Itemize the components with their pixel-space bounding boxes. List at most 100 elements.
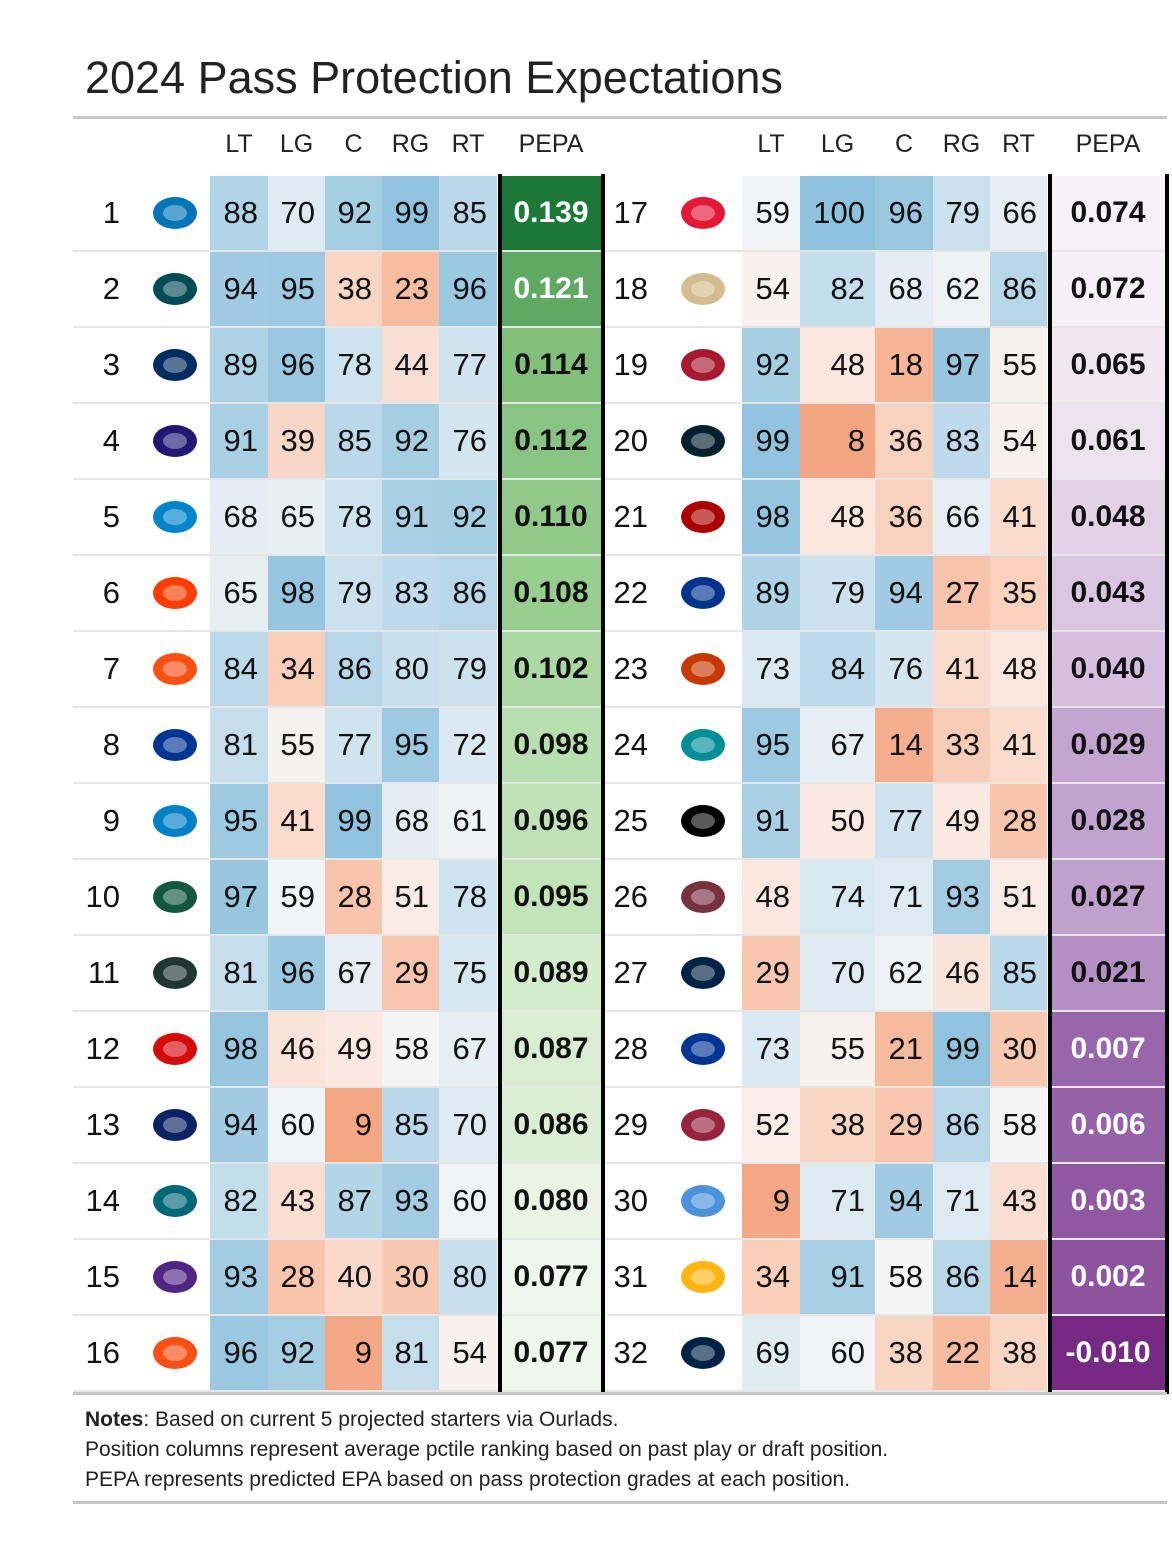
pctile-cell-lg: 48 [800, 480, 875, 554]
pctile-cell-c: 9 [325, 1316, 382, 1390]
row-separator [603, 858, 1165, 860]
pctile-cell-rg: 51 [382, 860, 439, 934]
pctile-cell-lt: 82 [210, 1164, 268, 1238]
pctile-cell-rg: 99 [933, 1012, 990, 1086]
pctile-cell-lt: 48 [742, 860, 800, 934]
row-separator [73, 326, 601, 328]
pctile-cell-c: 28 [325, 860, 382, 934]
pctile-cell-lg: 65 [268, 480, 325, 554]
row-separator [603, 478, 1165, 480]
team-logo-icon [152, 494, 198, 540]
pctile-cell-rg: 71 [933, 1164, 990, 1238]
pctile-cell-lt: 65 [210, 556, 268, 630]
rank-cell: 10 [73, 860, 140, 934]
pctile-cell-c: 94 [875, 1164, 933, 1238]
pctile-cell-lg: 98 [268, 556, 325, 630]
rank-cell: 32 [603, 1316, 668, 1390]
notes-line-3: PEPA represents predicted EPA based on p… [85, 1468, 851, 1491]
pepa-cell: 0.112 [501, 404, 601, 478]
page-title: 2024 Pass Protection Expectations [85, 52, 783, 103]
pctile-cell-c: 29 [875, 1088, 933, 1162]
pctile-cell-lt: 97 [210, 860, 268, 934]
pctile-cell-c: 18 [875, 328, 933, 402]
pepa-cell: 0.048 [1051, 480, 1165, 554]
row-separator [603, 402, 1165, 404]
row-separator [73, 706, 601, 708]
pctile-cell-rg: 22 [933, 1316, 990, 1390]
header-rg: RG [391, 130, 430, 158]
pctile-cell-rt: 54 [990, 404, 1047, 478]
pctile-cell-lg: 79 [800, 556, 875, 630]
pctile-cell-c: 68 [875, 252, 933, 326]
row-separator [73, 554, 601, 556]
pctile-cell-c: 49 [325, 1012, 382, 1086]
rank-cell: 9 [73, 784, 140, 858]
pctile-cell-lg: 39 [268, 404, 325, 478]
row-separator [73, 858, 601, 860]
pctile-cell-rt: 66 [990, 176, 1047, 250]
team-logo-icon [680, 1026, 726, 1072]
pepa-cell: -0.010 [1051, 1316, 1165, 1390]
pctile-cell-rg: 49 [933, 784, 990, 858]
header-pepa: PEPA [1075, 130, 1141, 158]
pctile-cell-rg: 33 [933, 708, 990, 782]
pctile-cell-lt: 94 [210, 1088, 268, 1162]
pctile-cell-rt: 80 [439, 1240, 497, 1314]
rank-cell: 3 [73, 328, 140, 402]
team-logo-icon [680, 1102, 726, 1148]
column-divider [1048, 174, 1052, 1394]
pctile-cell-rt: 67 [439, 1012, 497, 1086]
team-logo-icon [680, 570, 726, 616]
pctile-cell-lg: 43 [268, 1164, 325, 1238]
row-separator [73, 1238, 601, 1240]
pctile-cell-lg: 60 [800, 1316, 875, 1390]
header-rt: RT [1002, 130, 1035, 158]
pctile-cell-lt: 95 [210, 784, 268, 858]
row-separator [73, 630, 601, 632]
pctile-cell-rt: 78 [439, 860, 497, 934]
rank-cell: 19 [603, 328, 668, 402]
rank-cell: 25 [603, 784, 668, 858]
header-pepa: PEPA [518, 130, 584, 158]
pctile-cell-rg: 97 [933, 328, 990, 402]
pctile-cell-lt: 84 [210, 632, 268, 706]
team-logo-icon [680, 266, 726, 312]
pctile-cell-lt: 91 [742, 784, 800, 858]
row-separator [73, 1390, 601, 1392]
pctile-cell-rt: 43 [990, 1164, 1047, 1238]
pepa-cell: 0.028 [1051, 784, 1165, 858]
rank-cell: 7 [73, 632, 140, 706]
team-logo-icon [152, 266, 198, 312]
team-logo-icon [152, 1178, 198, 1224]
row-separator [603, 782, 1165, 784]
pctile-cell-rt: 77 [439, 328, 497, 402]
pctile-cell-lt: 89 [742, 556, 800, 630]
pctile-cell-rg: 92 [382, 404, 439, 478]
column-divider [1165, 174, 1169, 1394]
team-logo-icon [152, 418, 198, 464]
pctile-cell-rg: 23 [382, 252, 439, 326]
team-logo-icon [152, 798, 198, 844]
pctile-cell-rt: 28 [990, 784, 1047, 858]
pctile-cell-lt: 93 [210, 1240, 268, 1314]
pctile-cell-c: 14 [875, 708, 933, 782]
pctile-cell-lg: 55 [268, 708, 325, 782]
pepa-cell: 0.043 [1051, 556, 1165, 630]
row-separator [603, 554, 1165, 556]
pepa-cell: 0.096 [501, 784, 601, 858]
rank-cell: 31 [603, 1240, 668, 1314]
column-divider [498, 174, 502, 1394]
header-c: C [894, 130, 914, 158]
pctile-cell-lt: 34 [742, 1240, 800, 1314]
team-logo-icon [680, 950, 726, 996]
rank-cell: 27 [603, 936, 668, 1010]
pctile-cell-lg: 91 [800, 1240, 875, 1314]
pctile-cell-c: 36 [875, 480, 933, 554]
pctile-cell-lg: 92 [268, 1316, 325, 1390]
pctile-cell-rt: 72 [439, 708, 497, 782]
pepa-cell: 0.061 [1051, 404, 1165, 478]
pctile-cell-lg: 55 [800, 1012, 875, 1086]
team-logo-icon [680, 798, 726, 844]
pctile-cell-lt: 54 [742, 252, 800, 326]
notes-bottom-rule [73, 1501, 1167, 1504]
